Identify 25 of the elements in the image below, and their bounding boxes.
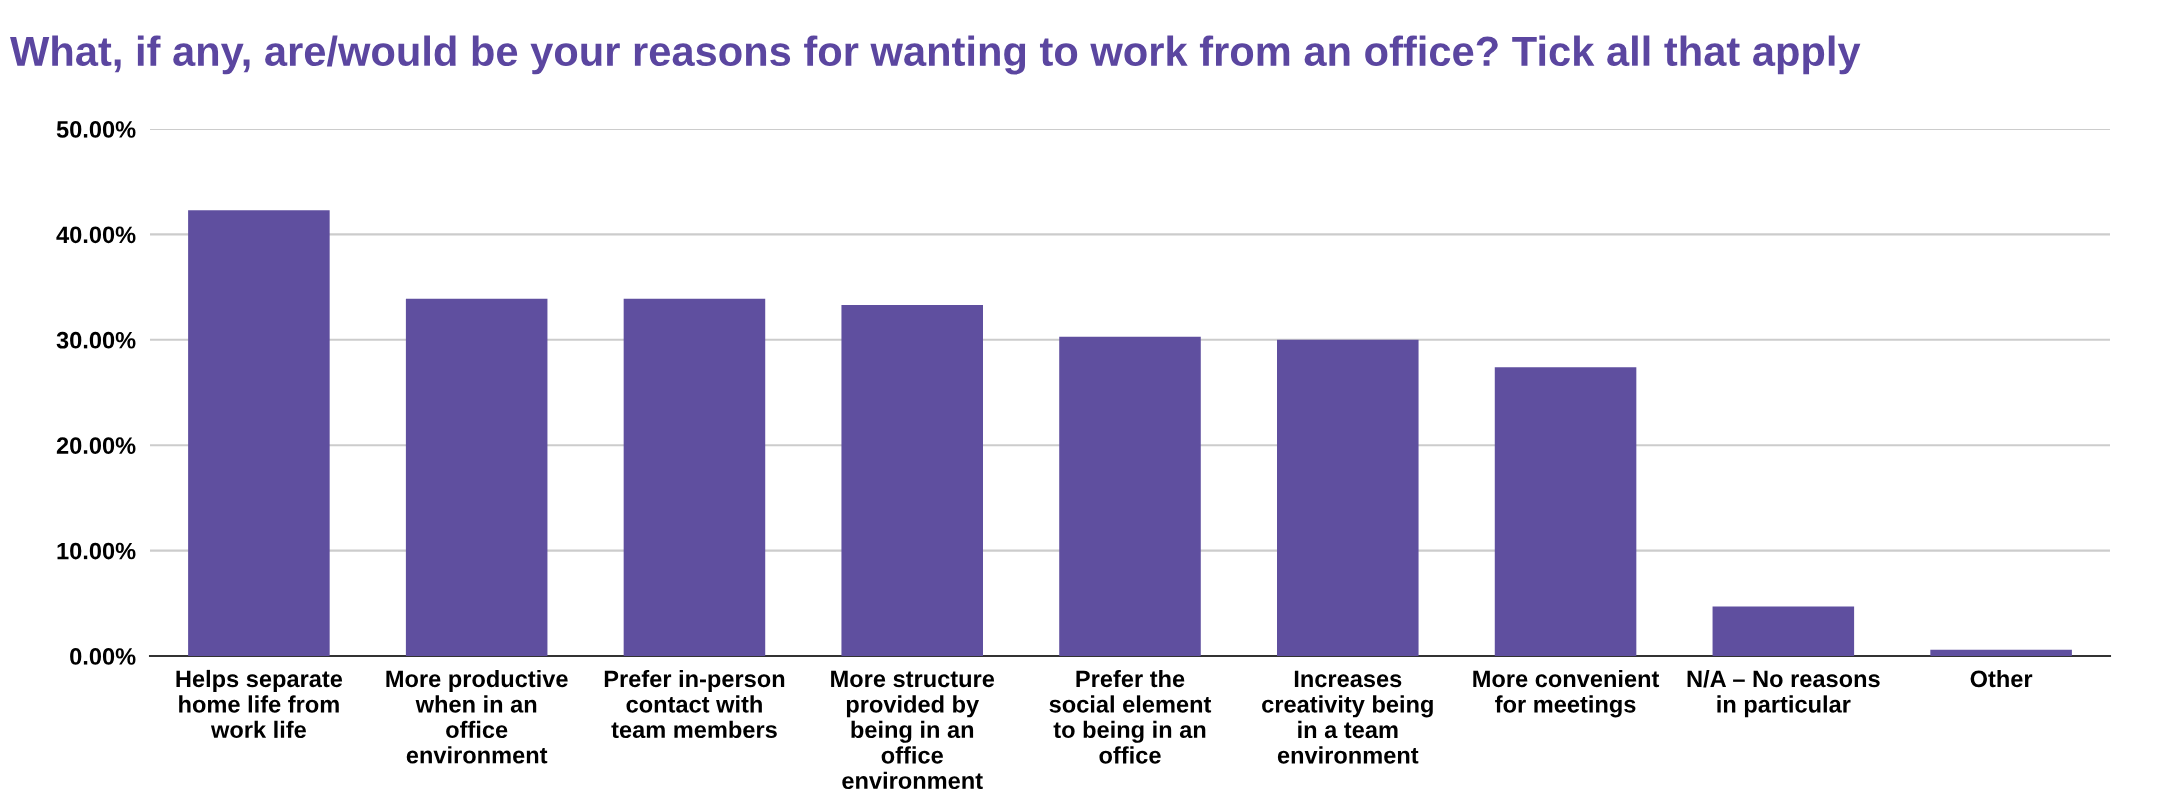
y-tick-label: 0.00%: [70, 648, 136, 665]
bar: [188, 210, 330, 656]
y-tick-label: 40.00%: [56, 226, 136, 244]
y-tick-label: 20.00%: [56, 437, 136, 454]
bar: [1712, 606, 1855, 656]
x-tick-label: N/A – No reasons in particular: [1687, 669, 1880, 718]
x-tick-label: More productive when in an office environment: [386, 669, 568, 764]
bar: [1494, 367, 1637, 656]
chart-title: What, if any, are/would be your reasons for wanting to work from an office? Tick all that apply: [10, 35, 1861, 75]
x-tick-label: Other: [1970, 669, 2033, 688]
bar: [1930, 649, 2072, 656]
x-tick-label: Prefer in-person contact with team members: [604, 669, 785, 739]
x-tick-label: Increases creativity being in a team environment: [1262, 670, 1433, 764]
x-tick-label: More convenient for meetings: [1473, 669, 1660, 718]
bar: [405, 298, 548, 656]
x-tick-label: Helps separate home life from work life: [176, 669, 343, 739]
y-tick-label: 50.00%: [56, 121, 136, 138]
bar: [841, 305, 983, 656]
bar: [1277, 339, 1419, 656]
y-tick-label: 10.00%: [57, 542, 136, 560]
x-tick-label: More structure provided by being in an office environment: [831, 670, 995, 790]
y-tick-label: 30.00%: [56, 331, 136, 349]
bar: [623, 298, 766, 656]
x-tick-label: Prefer the social element to being in an office: [1049, 669, 1212, 764]
bar: [1059, 336, 1201, 656]
